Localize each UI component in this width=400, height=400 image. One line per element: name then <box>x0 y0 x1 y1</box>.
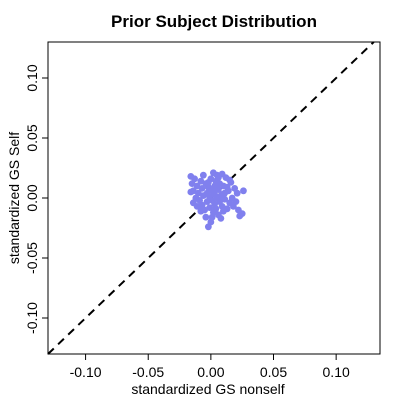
data-point <box>223 183 231 191</box>
x-tick-label: 0.05 <box>260 364 287 380</box>
data-point <box>214 174 222 182</box>
y-axis-label: standardized GS Self <box>6 132 22 264</box>
data-point <box>223 205 231 213</box>
data-point <box>191 175 198 183</box>
x-axis: -0.10 -0.05 0.00 0.05 0.10 <box>70 353 350 380</box>
y-tick-label: 0.05 <box>24 124 40 151</box>
data-point <box>240 187 247 195</box>
chart-title: Prior Subject Distribution <box>111 12 317 31</box>
data-point <box>212 205 220 213</box>
data-point <box>218 191 226 198</box>
data-point <box>208 213 216 221</box>
data-point <box>202 213 210 221</box>
data-point <box>198 185 206 192</box>
y-axis: -0.10 -0.05 0.00 0.05 0.10 <box>24 64 49 334</box>
x-tick-label: 0.10 <box>323 364 350 380</box>
data-point <box>206 204 214 212</box>
x-axis-label: standardized GS nonself <box>131 381 284 397</box>
data-point <box>233 189 241 197</box>
y-tick-label: -0.05 <box>24 242 40 274</box>
y-tick-label: 0.00 <box>24 184 40 211</box>
x-tick-label: -0.05 <box>132 364 164 380</box>
data-point <box>187 188 195 196</box>
data-point <box>232 198 240 206</box>
data-point <box>193 203 201 210</box>
data-point <box>226 176 234 184</box>
y-tick-label: -0.10 <box>24 302 40 334</box>
x-tick-label: 0.00 <box>197 364 224 380</box>
data-point <box>197 207 205 215</box>
data-point <box>238 210 246 218</box>
x-tick-label: -0.10 <box>70 364 102 380</box>
data-point <box>212 185 220 192</box>
data-points-layer <box>187 169 247 231</box>
data-point <box>199 171 207 179</box>
data-point <box>217 215 225 222</box>
data-point <box>204 179 212 186</box>
y-tick-label: 0.10 <box>24 64 40 91</box>
